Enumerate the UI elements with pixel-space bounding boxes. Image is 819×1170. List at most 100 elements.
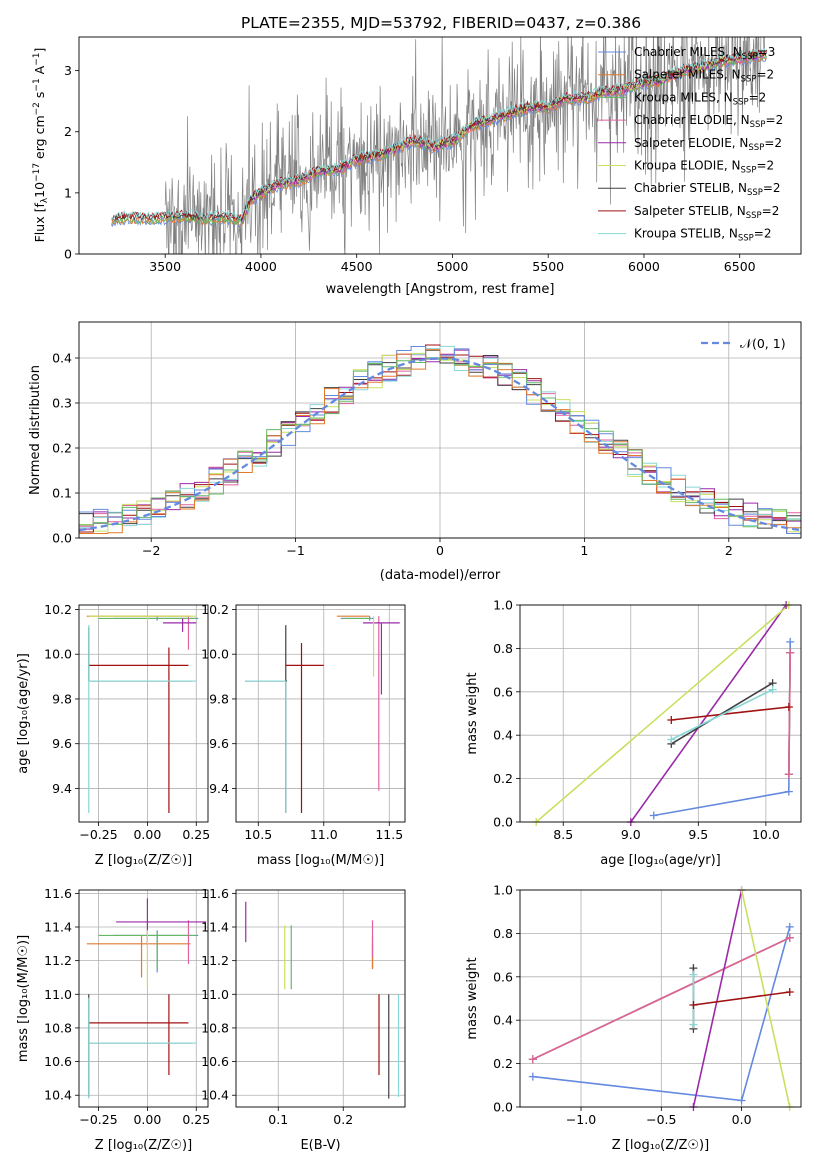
y-tick-label: 9.6 (52, 736, 72, 751)
x-axis-label: Z [log₁₀(Z/Z☉)] (95, 1138, 192, 1153)
y-tick-label: 11.2 (44, 953, 72, 968)
axes-frame (78, 604, 209, 823)
x-tick-label: 0.1 (268, 1112, 288, 1127)
weight-line-chabrier_miles (653, 641, 791, 817)
weight-marker-salpeter_stelib (784, 702, 793, 711)
axes-frame (78, 889, 209, 1108)
weight-marker-kroupa_stelib (689, 1020, 698, 1029)
y-tick-label: 0.8 (493, 641, 513, 656)
x-tick-label: 9.5 (688, 827, 708, 842)
y-tick-label: 10.8 (44, 1020, 72, 1035)
legend-label-salpeter_elodie: Salpeter ELODIE, NSSP=2 (634, 136, 782, 153)
plot-area (245, 901, 400, 1099)
x-tick-label: 0.2 (333, 1112, 353, 1127)
weight-line-salpeter_stelib (671, 706, 789, 721)
weight-marker-chabrier_miles (786, 637, 795, 646)
panel-weight_vs_Z: −1.0 −0.5 0.0 0.0 0.2 0.4 0.6 0.8 1.0 Z [log₁₀(Z/… (465, 883, 802, 1153)
x-axis-label: E(B-V) (300, 1138, 340, 1153)
y-tick-label: 0.4 (493, 1013, 513, 1028)
normal-curve (79, 357, 801, 532)
y-tick-label: 0.6 (493, 969, 513, 984)
y-tick-label: 10.0 (44, 647, 72, 662)
x-tick-label: 0.25 (182, 827, 210, 842)
x-tick-label: 0 (436, 543, 444, 558)
model-spectrum-salpeter_stelib (111, 49, 767, 223)
weight-line-salpeter_elodie (630, 605, 787, 822)
x-tick-label: 5000 (437, 259, 469, 274)
y-tick-label: 9.8 (209, 691, 229, 706)
legend-label-salpeter_miles: Salpeter MILES, NSSP=2 (634, 68, 774, 85)
y-tick-label: 0.2 (52, 441, 72, 456)
x-tick-label: 11.0 (310, 827, 338, 842)
panel-weight_vs_age: 8.5 9.0 9.5 10.0 0.0 0.2 0.4 0.6 0.8 1.0 age [log₁… (465, 598, 802, 868)
weight-line-kroupa_elodie (535, 605, 790, 822)
plot-area (86, 898, 207, 1099)
y-axis-label: Flux [fλ10−17 erg cm−2 s−1 A−1] (32, 48, 50, 243)
y-tick-label: 3 (64, 63, 72, 78)
y-tick-label: 0 (64, 247, 72, 262)
x-tick-label: 4000 (245, 259, 277, 274)
legend-label-chabrier_stelib: Chabrier STELIB, NSSP=2 (634, 181, 781, 198)
observed-spectrum (164, 37, 765, 254)
y-tick-label: 0.4 (52, 351, 72, 366)
y-tick-label: 2 (64, 124, 72, 139)
weight-marker-chabrier_elodie (528, 1055, 537, 1064)
y-tick-label: 9.6 (209, 736, 229, 751)
legend-label-chabrier_elodie: Chabrier ELODIE, NSSP=2 (634, 113, 783, 130)
x-axis-label: age [log₁₀(age/yr)] (600, 853, 721, 868)
x-tick-label: −0.25 (79, 1112, 117, 1127)
y-tick-label: 10.4 (201, 1088, 229, 1103)
legend-label-kroupa_miles: Kroupa MILES, NSSP=2 (634, 90, 766, 107)
x-tick-label: 5500 (532, 259, 564, 274)
y-tick-label: 9.4 (52, 781, 72, 796)
weight-line-kroupa_elodie (740, 890, 791, 1107)
x-tick-label: 0.00 (133, 1112, 161, 1127)
axes-frame (78, 321, 802, 539)
model-spectrum-kroupa_stelib (111, 47, 767, 221)
weight-marker-kroupa_stelib (667, 735, 676, 744)
y-tick-label: 11.0 (201, 987, 229, 1002)
weight-marker-chabrier_elodie (784, 770, 793, 779)
x-tick-label: −0.5 (646, 1112, 676, 1127)
x-tick-label: −1.0 (566, 1112, 596, 1127)
plot-area (79, 344, 801, 538)
x-tick-label: −0.25 (79, 827, 117, 842)
y-axis-label: Normed distribution (28, 365, 43, 495)
legend-label-normal: 𝒩(0, 1) (740, 336, 786, 351)
x-tick-label: 10.0 (752, 827, 780, 842)
panel-spectrum: 3500 4000 4500 5000 5500 6000 6500 0 1 2 3 waveleng… (32, 36, 802, 297)
model-spectrum-chabrier_stelib (111, 50, 767, 222)
x-tick-label: 11.5 (375, 827, 403, 842)
y-tick-label: 1.0 (493, 883, 513, 898)
y-tick-label: 11.4 (44, 920, 72, 935)
y-tick-label: 1.0 (493, 598, 513, 613)
y-axis-label: mass weight (465, 672, 480, 754)
x-tick-label: 0.00 (133, 827, 161, 842)
weight-line-chabrier_elodie (788, 652, 791, 775)
y-tick-label: 0.3 (52, 396, 72, 411)
y-tick-label: 0.1 (52, 486, 72, 501)
weight-marker-chabrier_miles (528, 1072, 537, 1081)
x-tick-label: 2 (725, 543, 733, 558)
x-axis-label: wavelength [Angstrom, rest frame] (326, 282, 555, 297)
x-tick-label: −1 (286, 543, 304, 558)
x-tick-label: 0.25 (182, 1112, 210, 1127)
y-tick-label: 10.6 (44, 1054, 72, 1069)
legend-label-salpeter_stelib: Salpeter STELIB, NSSP=2 (634, 204, 779, 221)
residual-histogram-kroupa_stelib (79, 357, 801, 538)
y-tick-label: 11.6 (201, 886, 229, 901)
weight-marker-chabrier_miles (785, 922, 794, 931)
panel-mass_vs_Z: −0.25 0.00 0.25 10.4 10.6 10.8 11.0 11.2 11.4 11.… (16, 886, 210, 1153)
x-tick-label: 4500 (341, 259, 373, 274)
weight-marker-kroupa_stelib (689, 970, 698, 979)
legend-label-kroupa_elodie: Kroupa ELODIE, NSSP=2 (634, 159, 774, 176)
x-tick-label: 8.5 (553, 827, 573, 842)
y-tick-label: 0.2 (493, 771, 513, 786)
weight-marker-chabrier_miles (737, 1096, 746, 1105)
y-tick-label: 1 (64, 185, 72, 200)
residual-histogram-salpeter_stelib (79, 349, 801, 538)
x-tick-label: −2 (142, 543, 160, 558)
y-tick-label: 0.8 (493, 926, 513, 941)
y-tick-label: 11.0 (44, 987, 72, 1002)
